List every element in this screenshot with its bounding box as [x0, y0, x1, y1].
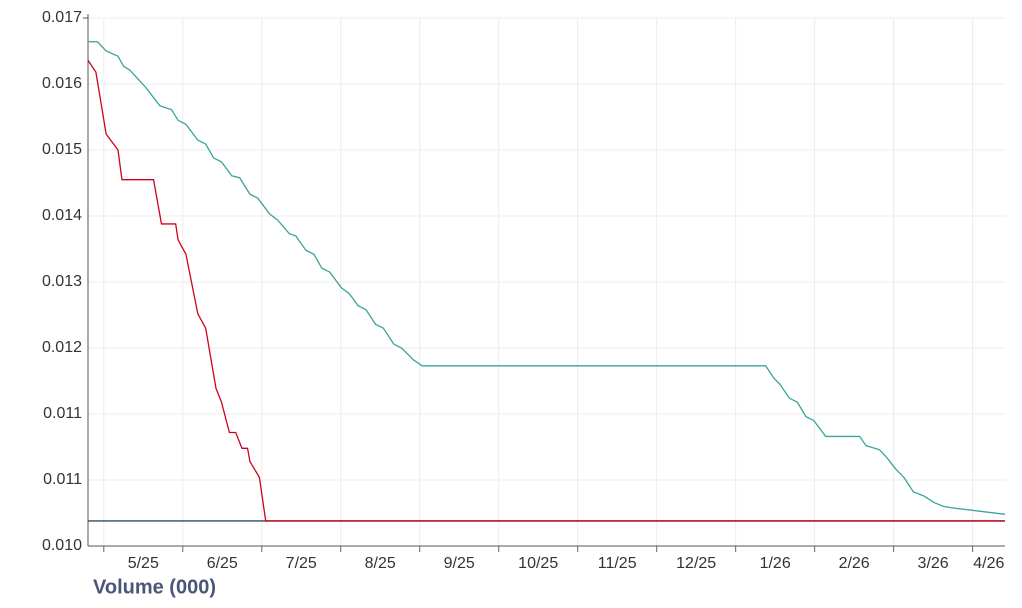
x-tick-label: 5/25: [128, 555, 159, 572]
x-tick-label: 11/25: [598, 555, 637, 572]
x-tick-label: 7/25: [286, 555, 317, 572]
x-tick-label: 1/26: [760, 555, 791, 572]
x-axis-title: Volume (000): [93, 576, 216, 598]
y-tick-label: 0.014: [42, 207, 82, 224]
y-tick-label: 0.016: [42, 75, 82, 92]
y-tick-label: 0.013: [42, 273, 82, 290]
y-tick-label: 0.010: [42, 537, 82, 554]
x-tick-label: 8/25: [365, 555, 396, 572]
y-tick-label: 0.012: [42, 339, 82, 356]
data-line: [88, 41, 1006, 515]
data-line: [87, 59, 1005, 522]
x-tick-label: 4/26: [973, 555, 1004, 572]
x-tick-label: 10/25: [518, 555, 558, 572]
y-tick-label: 0.015: [42, 141, 82, 158]
y-tick-label: 0.011: [43, 471, 82, 488]
y-tick-label: 0.011: [43, 405, 82, 422]
x-tick-label: 9/25: [444, 555, 475, 572]
x-tick-label: 3/26: [918, 555, 949, 572]
x-tick-label: 12/25: [676, 555, 716, 572]
x-tick-label: 2/26: [839, 555, 870, 572]
y-tick-label: 0.017: [42, 9, 82, 26]
x-tick-label: 6/25: [207, 555, 238, 572]
